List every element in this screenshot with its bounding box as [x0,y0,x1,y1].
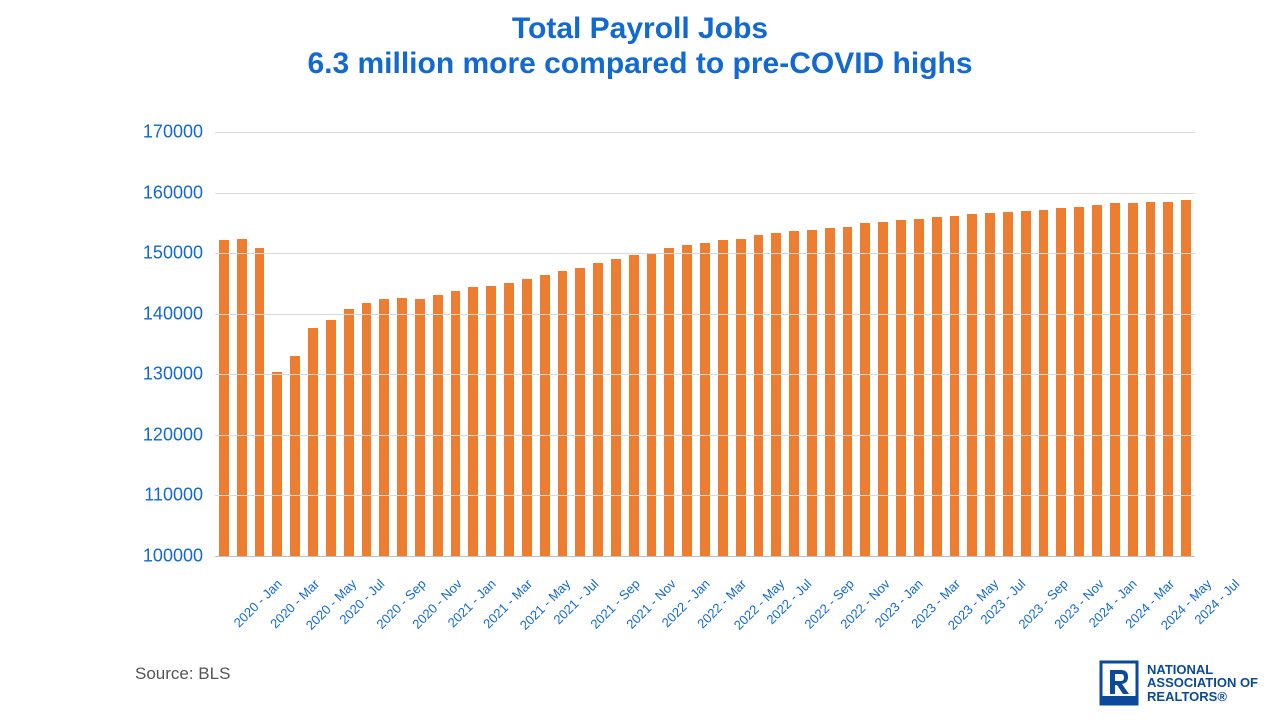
nar-logo: NATIONAL ASSOCIATION OF REALTORS® [1099,660,1258,706]
bar [1056,208,1066,556]
gridline [215,314,1195,315]
bar [540,275,550,556]
gridline [215,374,1195,375]
bar [1092,205,1102,556]
bar [237,239,247,556]
bar [1003,212,1013,556]
bar [754,235,764,556]
bar [807,230,817,556]
bar [1163,202,1173,556]
chart-title: Total Payroll Jobs 6.3 million more comp… [0,12,1280,81]
gridline [215,495,1195,496]
bar [486,286,496,556]
bar [825,228,835,556]
bar [593,263,603,556]
source-label: Source: BLS [135,664,230,684]
bar [522,279,532,556]
bar [950,216,960,556]
bar [718,240,728,556]
logo-line-2: ASSOCIATION OF [1147,676,1258,690]
bar [1074,207,1084,556]
bar [255,248,265,556]
bar [451,291,461,556]
bars-layer [215,132,1195,556]
ytick-label: 150000 [143,243,215,264]
bar [1110,203,1120,556]
bar [433,295,443,556]
ytick-label: 140000 [143,303,215,324]
bar [415,299,425,556]
bar [326,320,336,556]
bar [700,243,710,556]
bar [664,248,674,556]
bar [914,219,924,556]
ytick-label: 160000 [143,182,215,203]
bar [575,268,585,556]
logo-line-1: NATIONAL [1147,663,1258,677]
bar [878,222,888,556]
bar [362,303,372,556]
bar [611,259,621,556]
bar [344,309,354,556]
bar [397,298,407,556]
bar [272,372,282,556]
gridline [215,435,1195,436]
bar [736,239,746,556]
bar [967,214,977,556]
nar-logo-text: NATIONAL ASSOCIATION OF REALTORS® [1147,663,1258,704]
title-line-1: Total Payroll Jobs [0,12,1280,47]
bar [843,227,853,557]
bar [896,220,906,556]
bar [1128,203,1138,556]
bar [1039,210,1049,556]
bar [789,231,799,556]
title-line-2: 6.3 million more compared to pre-COVID h… [0,47,1280,82]
logo-line-3: REALTORS® [1147,690,1258,704]
bar [985,213,995,556]
bar [379,299,389,556]
bar [308,328,318,556]
chart-page: Total Payroll Jobs 6.3 million more comp… [0,0,1280,720]
gridline [215,556,1195,557]
gridline [215,193,1195,194]
bar [647,253,657,556]
bar [290,356,300,556]
ytick-label: 130000 [143,364,215,385]
realtor-r-icon [1099,660,1139,706]
ytick-label: 120000 [143,424,215,445]
bar [629,255,639,556]
gridline [215,253,1195,254]
ytick-label: 170000 [143,122,215,143]
ytick-label: 100000 [143,546,215,567]
bar [504,283,514,556]
bar [682,245,692,556]
ytick-label: 110000 [144,485,215,506]
gridline [215,132,1195,133]
bar [932,217,942,556]
bar [771,233,781,556]
bar [1146,202,1156,556]
bar [468,287,478,556]
bar [860,223,870,556]
bar [219,240,229,556]
chart-plot-area: 1000001100001200001300001400001500001600… [215,132,1195,556]
bar [1021,211,1031,556]
